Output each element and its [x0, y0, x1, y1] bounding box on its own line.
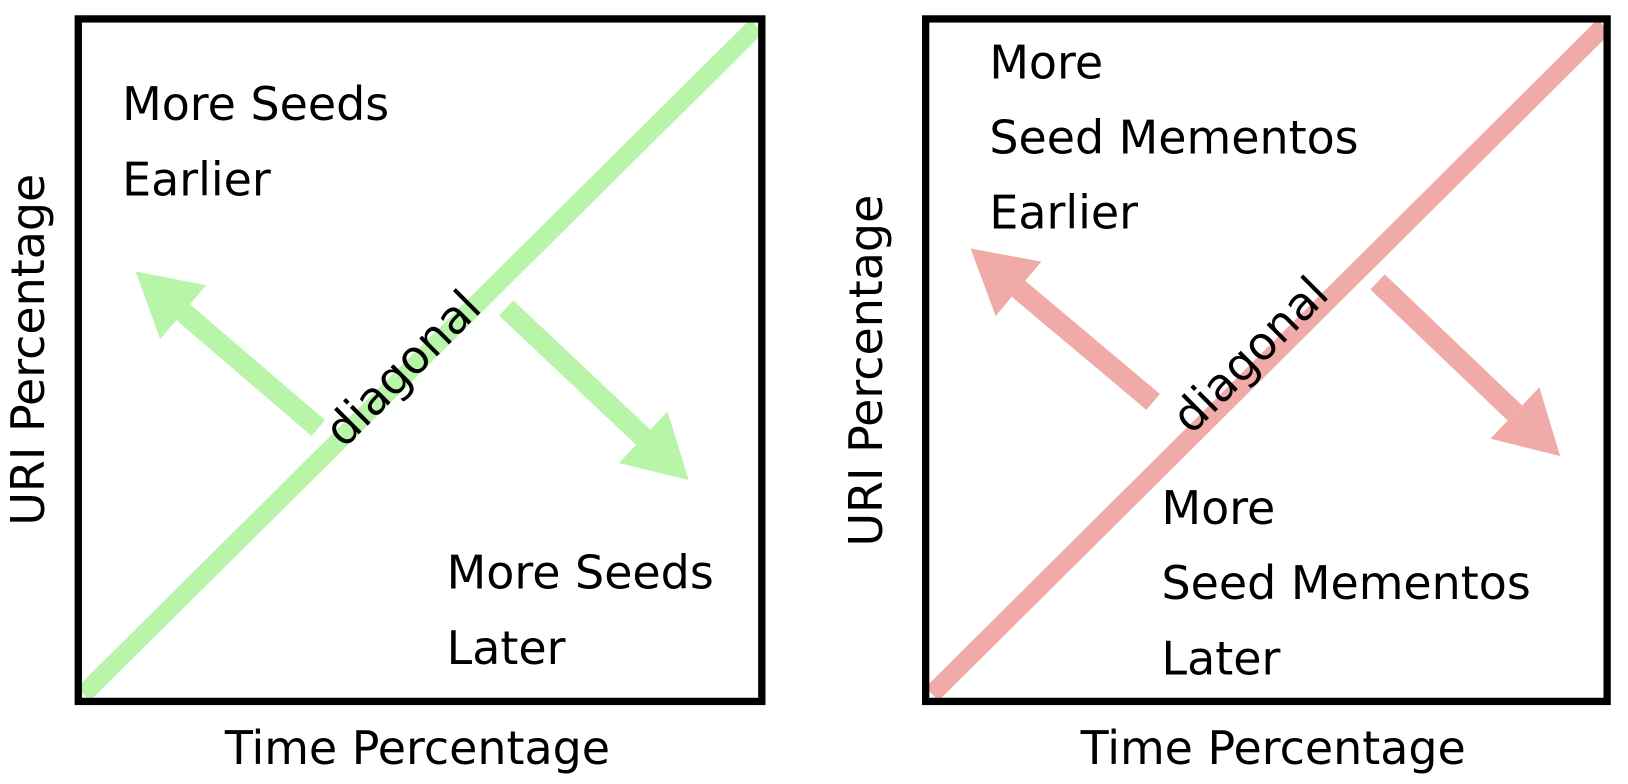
upper-label: Earlier [122, 152, 271, 206]
y-axis-label: URI Percentage [1, 174, 55, 526]
arrow-head [135, 271, 207, 340]
lower-label: More [1162, 481, 1276, 535]
arrow-head [618, 411, 689, 481]
arrow-head [1490, 387, 1561, 457]
x-axis-label: Time Percentage [1080, 721, 1466, 775]
lower-label: Seed Mementos [1162, 556, 1531, 610]
arrow-shaft [1011, 280, 1160, 410]
lower-label: More Seeds [447, 546, 714, 600]
arrow-shaft [498, 300, 651, 445]
y-axis-label: URI Percentage [839, 195, 893, 547]
upper-label: Seed Mementos [989, 111, 1358, 165]
arrow-shaft [1370, 274, 1523, 421]
diagonal-line [925, 19, 1611, 701]
lower-label: Later [1162, 631, 1281, 685]
diagonal-label: diagonal [314, 279, 492, 457]
diagonal-line [76, 19, 764, 701]
upper-label: More Seeds [122, 77, 389, 131]
arrow-shaft [176, 304, 326, 436]
lower-label: Later [447, 621, 566, 675]
diagonal-label: diagonal [1161, 266, 1339, 444]
panel-frame [74, 15, 766, 706]
arrow-head [970, 248, 1042, 316]
upper-label: Earlier [989, 186, 1138, 240]
x-axis-label: Time Percentage [224, 721, 610, 775]
panel-frame [922, 15, 1611, 706]
upper-label: More [989, 35, 1103, 89]
